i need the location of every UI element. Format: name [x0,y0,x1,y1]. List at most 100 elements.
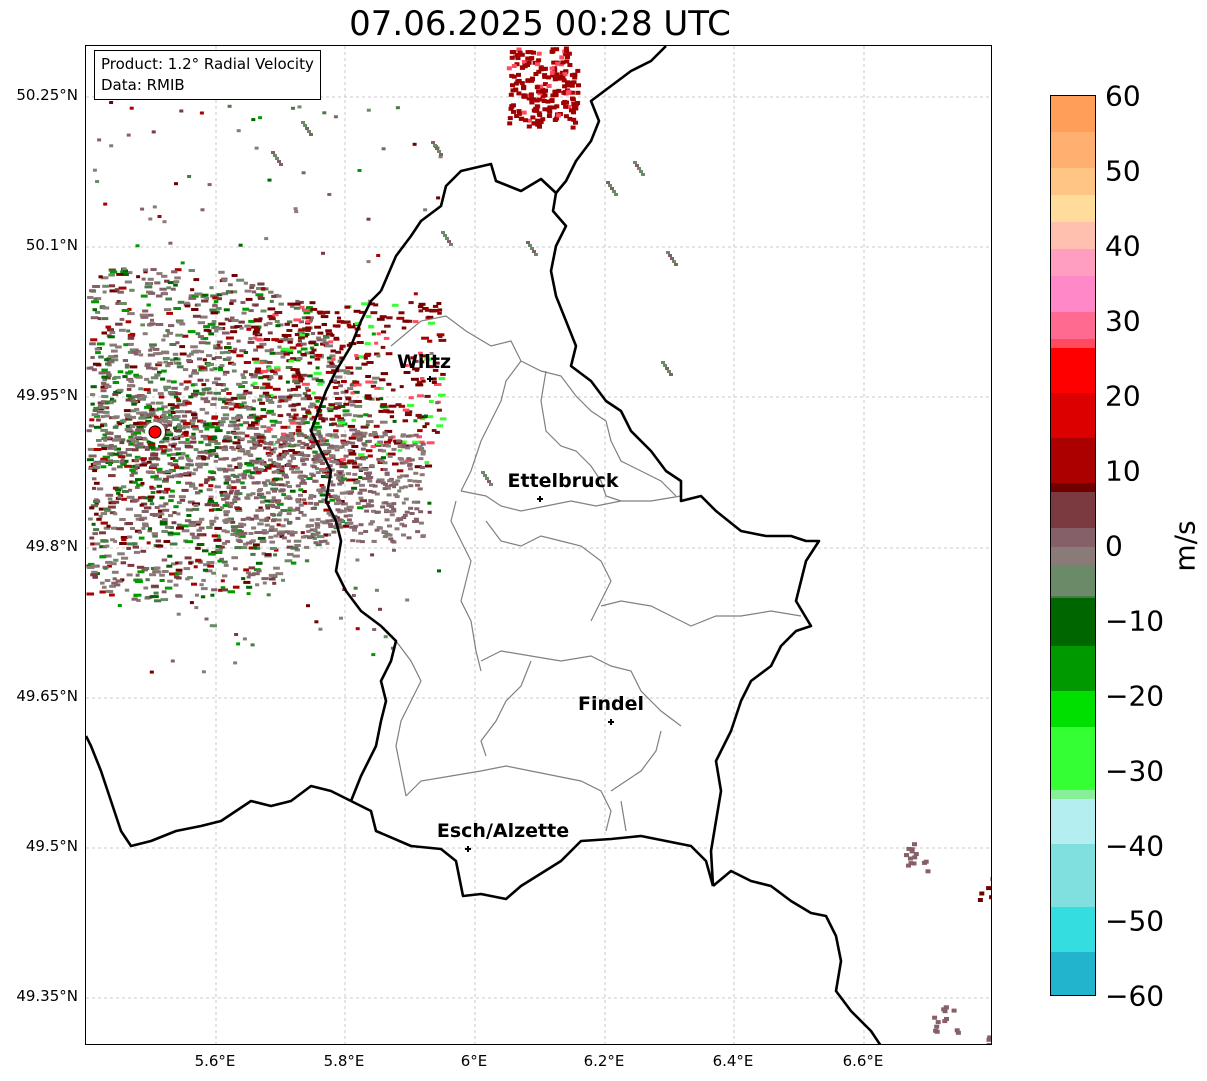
echo-pixel [158,490,167,494]
echo-pixel [162,334,170,338]
echo-pixel [252,330,260,334]
echo-pixel [415,530,421,534]
echo-pixel [211,381,219,385]
echo-pixel [179,498,186,502]
echo-pixel [95,180,100,183]
echo-pixel [550,73,556,78]
echo-pixel [397,445,403,448]
echo-pixel [153,418,159,422]
echo-pixel [221,383,226,386]
echo-pixel [240,518,246,521]
echo-pixel [337,510,343,514]
echo-pixel [363,467,369,471]
echo-pixel [144,405,152,409]
echo-pixel [149,670,154,674]
echo-pixel [433,144,437,147]
echo-pixel [176,365,184,369]
echo-pixel [148,291,156,295]
echo-pixel [210,311,218,315]
echo-pixel [365,375,372,378]
map-title: 07.06.2025 00:28 UTC [349,4,731,44]
radar-echoes [86,46,991,1044]
echo-pixel [300,352,307,356]
echo-pixel [300,459,306,463]
echo-pixel [129,106,134,110]
echo-pixel [300,457,306,461]
echo-pixel [392,485,397,489]
echo-pixel [560,60,566,65]
echo-pixel [162,439,170,443]
echo-pixel [275,324,281,328]
echo-pixel [231,529,237,533]
echo-pixel [269,419,278,423]
echo-pixel [273,154,277,157]
echo-pixel [377,448,383,452]
echo-pixel [118,328,126,332]
echo-pixel [226,392,232,395]
echo-pixel [270,423,276,427]
echo-pixel [228,491,233,495]
echo-pixel [942,1019,948,1024]
echo-pixel [125,522,134,525]
colorbar-segment [1051,646,1095,691]
echo-pixel [208,437,216,441]
echo-pixel [100,415,106,419]
echo-pixel [343,442,349,446]
echo-pixel [185,385,190,389]
echo-pixel [221,497,227,501]
radar-map[interactable] [85,45,992,1045]
echo-pixel [229,407,235,411]
echo-pixel [418,302,426,306]
echo-pixel [320,475,329,478]
echo-pixel [435,147,439,150]
echo-pixel [396,469,404,473]
echo-pixel [201,578,206,582]
echo-pixel [269,547,278,550]
echo-pixel [277,471,286,475]
echo-pixel [536,58,542,63]
echo-pixel [239,395,246,399]
echo-pixel [184,430,189,434]
echo-pixel [343,454,349,458]
echo-pixel [144,377,150,381]
echo-pixel [309,133,313,136]
echo-pixel [223,521,229,524]
echo-pixel [221,446,228,450]
echo-pixel [309,355,315,359]
echo-pixel [118,286,127,290]
echo-pixel [248,319,255,323]
echo-pixel [431,380,436,384]
echo-pixel [136,411,142,415]
echo-pixel [296,425,302,429]
echo-pixel [516,47,522,52]
echo-pixel [569,80,575,85]
echo-pixel [228,319,233,323]
echo-pixel [990,877,991,881]
echo-pixel [288,449,295,452]
echo-pixel [204,411,210,415]
echo-pixel [174,404,180,408]
echo-pixel [274,366,281,370]
echo-pixel [104,509,112,513]
echo-pixel [291,403,298,407]
echo-pixel [312,536,317,540]
echo-pixel [109,401,114,405]
echo-pixel [232,350,237,354]
echo-pixel [188,296,197,300]
echo-pixel [106,373,112,377]
echo-pixel [146,366,153,370]
echo-pixel [91,300,100,304]
echo-pixel [162,220,167,224]
echo-pixel [102,378,108,382]
echo-pixel [361,362,368,366]
colorbar-segment [1051,565,1095,596]
echo-pixel [328,340,334,344]
echo-pixel [224,478,230,482]
echo-pixel [213,440,218,443]
echo-pixel [134,436,142,440]
lat-label: 50.1°N [25,236,78,254]
echo-pixel [166,475,175,479]
echo-pixel [320,439,326,443]
echo-pixel [93,448,102,451]
echo-pixel [265,395,270,399]
